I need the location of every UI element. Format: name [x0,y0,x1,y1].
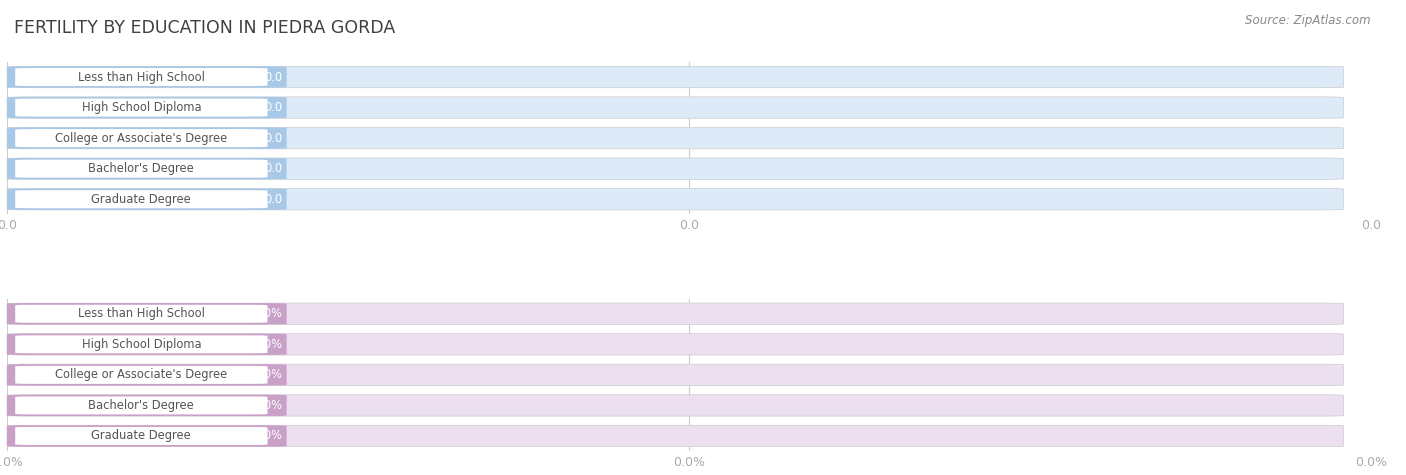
Text: 0.0%: 0.0% [253,307,283,320]
FancyBboxPatch shape [7,303,1344,324]
FancyBboxPatch shape [7,158,1344,180]
Text: 0.0%: 0.0% [253,429,283,443]
FancyBboxPatch shape [7,395,1344,416]
FancyBboxPatch shape [7,333,1344,355]
FancyBboxPatch shape [15,129,267,147]
FancyBboxPatch shape [7,395,287,416]
Text: Less than High School: Less than High School [77,307,205,320]
Text: Bachelor's Degree: Bachelor's Degree [89,399,194,412]
FancyBboxPatch shape [7,66,1344,88]
FancyBboxPatch shape [15,397,267,415]
Text: 0.0%: 0.0% [253,369,283,381]
FancyBboxPatch shape [7,127,1344,149]
FancyBboxPatch shape [7,364,1344,386]
FancyBboxPatch shape [15,366,267,384]
FancyBboxPatch shape [7,97,287,118]
FancyBboxPatch shape [15,160,267,178]
Text: 0.0: 0.0 [264,70,283,84]
Text: College or Associate's Degree: College or Associate's Degree [55,132,228,144]
Text: 0.0: 0.0 [264,162,283,175]
Text: 0.0%: 0.0% [253,338,283,351]
FancyBboxPatch shape [7,303,287,324]
FancyBboxPatch shape [7,127,287,149]
Text: High School Diploma: High School Diploma [82,338,201,351]
Text: FERTILITY BY EDUCATION IN PIEDRA GORDA: FERTILITY BY EDUCATION IN PIEDRA GORDA [14,19,395,37]
Text: High School Diploma: High School Diploma [82,101,201,114]
FancyBboxPatch shape [7,189,287,210]
FancyBboxPatch shape [15,190,267,208]
FancyBboxPatch shape [7,425,287,446]
Text: 0.0: 0.0 [264,101,283,114]
FancyBboxPatch shape [15,427,267,445]
FancyBboxPatch shape [7,425,1344,446]
Text: Graduate Degree: Graduate Degree [91,193,191,206]
Text: 0.0: 0.0 [264,193,283,206]
FancyBboxPatch shape [7,364,287,386]
FancyBboxPatch shape [15,68,267,86]
Text: 0.0: 0.0 [264,132,283,144]
Text: Graduate Degree: Graduate Degree [91,429,191,443]
FancyBboxPatch shape [7,189,1344,210]
FancyBboxPatch shape [15,305,267,323]
Text: Source: ZipAtlas.com: Source: ZipAtlas.com [1246,14,1371,27]
FancyBboxPatch shape [7,158,287,180]
FancyBboxPatch shape [7,66,287,88]
FancyBboxPatch shape [15,335,267,353]
FancyBboxPatch shape [7,333,287,355]
Text: Less than High School: Less than High School [77,70,205,84]
Text: 0.0%: 0.0% [253,399,283,412]
FancyBboxPatch shape [15,98,267,116]
Text: College or Associate's Degree: College or Associate's Degree [55,369,228,381]
FancyBboxPatch shape [7,97,1344,118]
Text: Bachelor's Degree: Bachelor's Degree [89,162,194,175]
